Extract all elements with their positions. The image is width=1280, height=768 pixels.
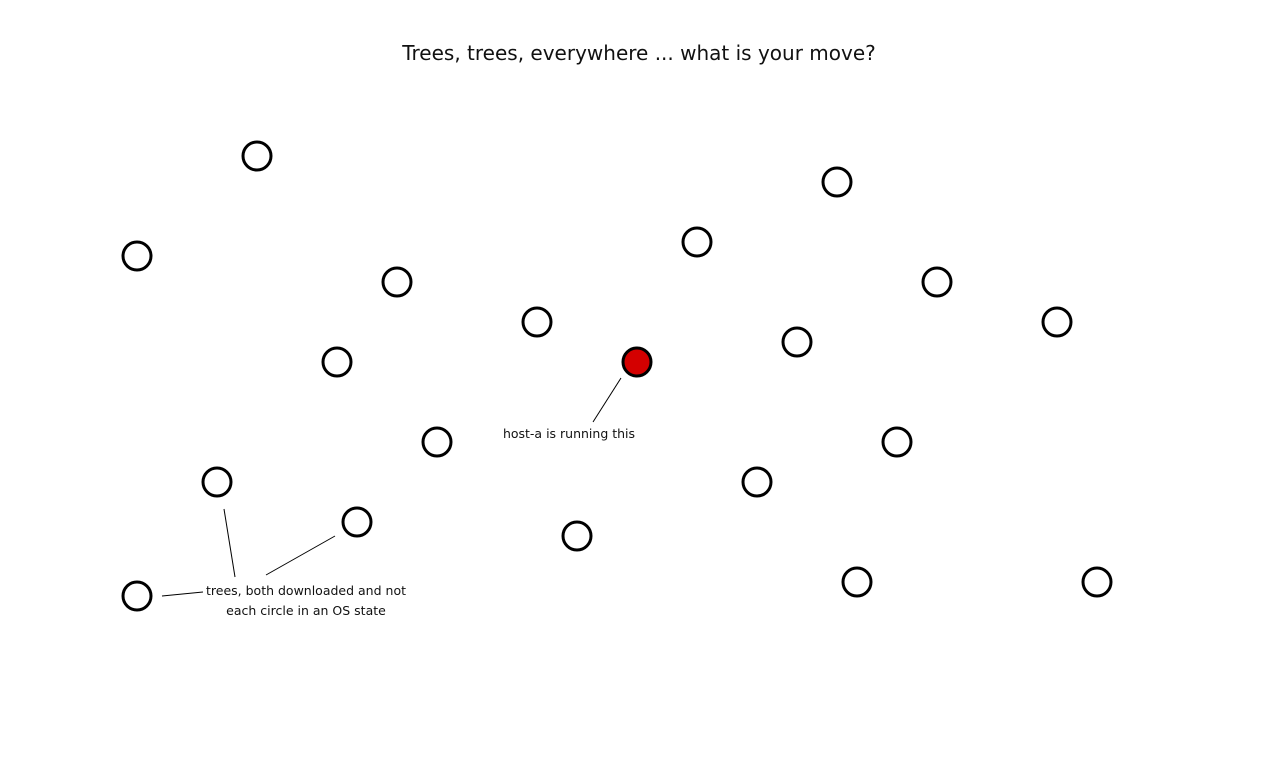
annotation-leaders xyxy=(161,377,622,597)
trees-leader-line-right xyxy=(265,535,336,576)
trees-annotation-line1: trees, both downloaded and not xyxy=(206,583,406,598)
trees-leader-line-left xyxy=(161,591,204,597)
os-state-node xyxy=(341,506,373,538)
os-state-node xyxy=(121,580,153,612)
os-state-nodes xyxy=(121,140,1113,612)
os-state-node xyxy=(201,466,233,498)
trees-leader-line-middle xyxy=(223,508,236,578)
os-state-node xyxy=(921,266,953,298)
os-state-node xyxy=(421,426,453,458)
os-state-node xyxy=(321,346,353,378)
os-state-node xyxy=(821,166,853,198)
os-state-node xyxy=(1081,566,1113,598)
os-state-node xyxy=(121,240,153,272)
os-state-node xyxy=(681,226,713,258)
os-state-node xyxy=(561,520,593,552)
host-annotation: host-a is running this xyxy=(503,426,635,441)
os-state-node xyxy=(881,426,913,458)
active-os-state-node xyxy=(621,346,653,378)
os-state-node xyxy=(741,466,773,498)
os-state-node xyxy=(841,566,873,598)
os-state-node xyxy=(781,326,813,358)
os-state-node xyxy=(1041,306,1073,338)
os-state-node xyxy=(381,266,413,298)
trees-annotation-line2: each circle in an OS state xyxy=(226,603,386,618)
os-state-node xyxy=(521,306,553,338)
os-state-node xyxy=(241,140,273,172)
host-leader-line xyxy=(592,377,622,423)
diagram-title: Trees, trees, everywhere ... what is you… xyxy=(401,41,876,65)
